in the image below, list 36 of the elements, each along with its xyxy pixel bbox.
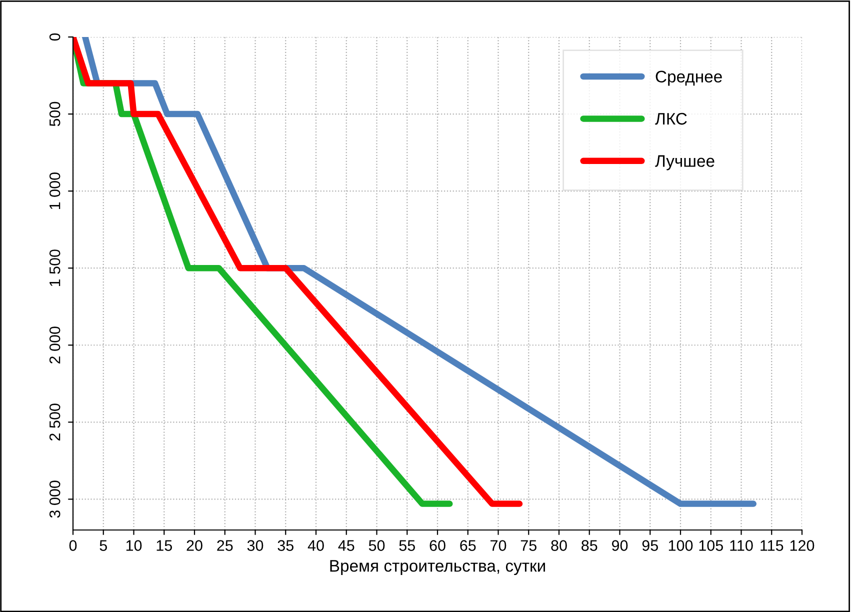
x-axis-title: Время строительства, сутки [330,560,545,576]
x-tick-label: 30 [247,540,264,551]
x-tick-label: 100 [668,540,693,551]
x-tick-label: 45 [338,540,354,551]
y-tick-label: 2 500 [49,404,60,440]
x-tick-label: 5 [100,540,107,551]
x-tick-label: 70 [490,540,506,551]
legend-label: ЛКС [655,112,687,125]
x-tick-label: 35 [278,540,294,551]
x-tick-label: 120 [790,540,814,551]
x-tick-label: 85 [582,540,598,551]
x-tick-label: 75 [520,540,536,551]
x-tick-label: 50 [368,540,385,551]
x-tick-label: 65 [460,540,476,551]
x-tick-label: 10 [126,540,142,551]
y-tick-label: 2 000 [49,326,60,364]
y-tick-label: 3 000 [49,480,60,518]
legend-label: Лучшее [655,155,714,170]
x-tick-label: 95 [642,540,658,551]
x-tick-label: 110 [730,540,753,551]
x-tick-label: 40 [308,540,324,551]
x-tick-label: 20 [186,540,202,551]
x-tick-label: 115 [760,540,784,551]
y-tick-label: 1 500 [49,250,60,286]
x-tick-label: 25 [217,540,233,551]
y-tick-label: 1 000 [49,172,60,210]
x-tick-label: 15 [156,540,172,551]
x-tick-label: 105 [699,540,723,551]
x-tick-label: 0 [69,540,77,551]
y-tick-label: 500 [49,102,60,126]
x-tick-label: 55 [399,540,415,551]
x-tick-label: 90 [612,540,628,551]
y-tick-label: 0 [49,33,60,41]
x-tick-label: 60 [430,540,446,551]
legend-label: Среднее [656,70,722,86]
x-tick-label: 80 [551,540,567,551]
